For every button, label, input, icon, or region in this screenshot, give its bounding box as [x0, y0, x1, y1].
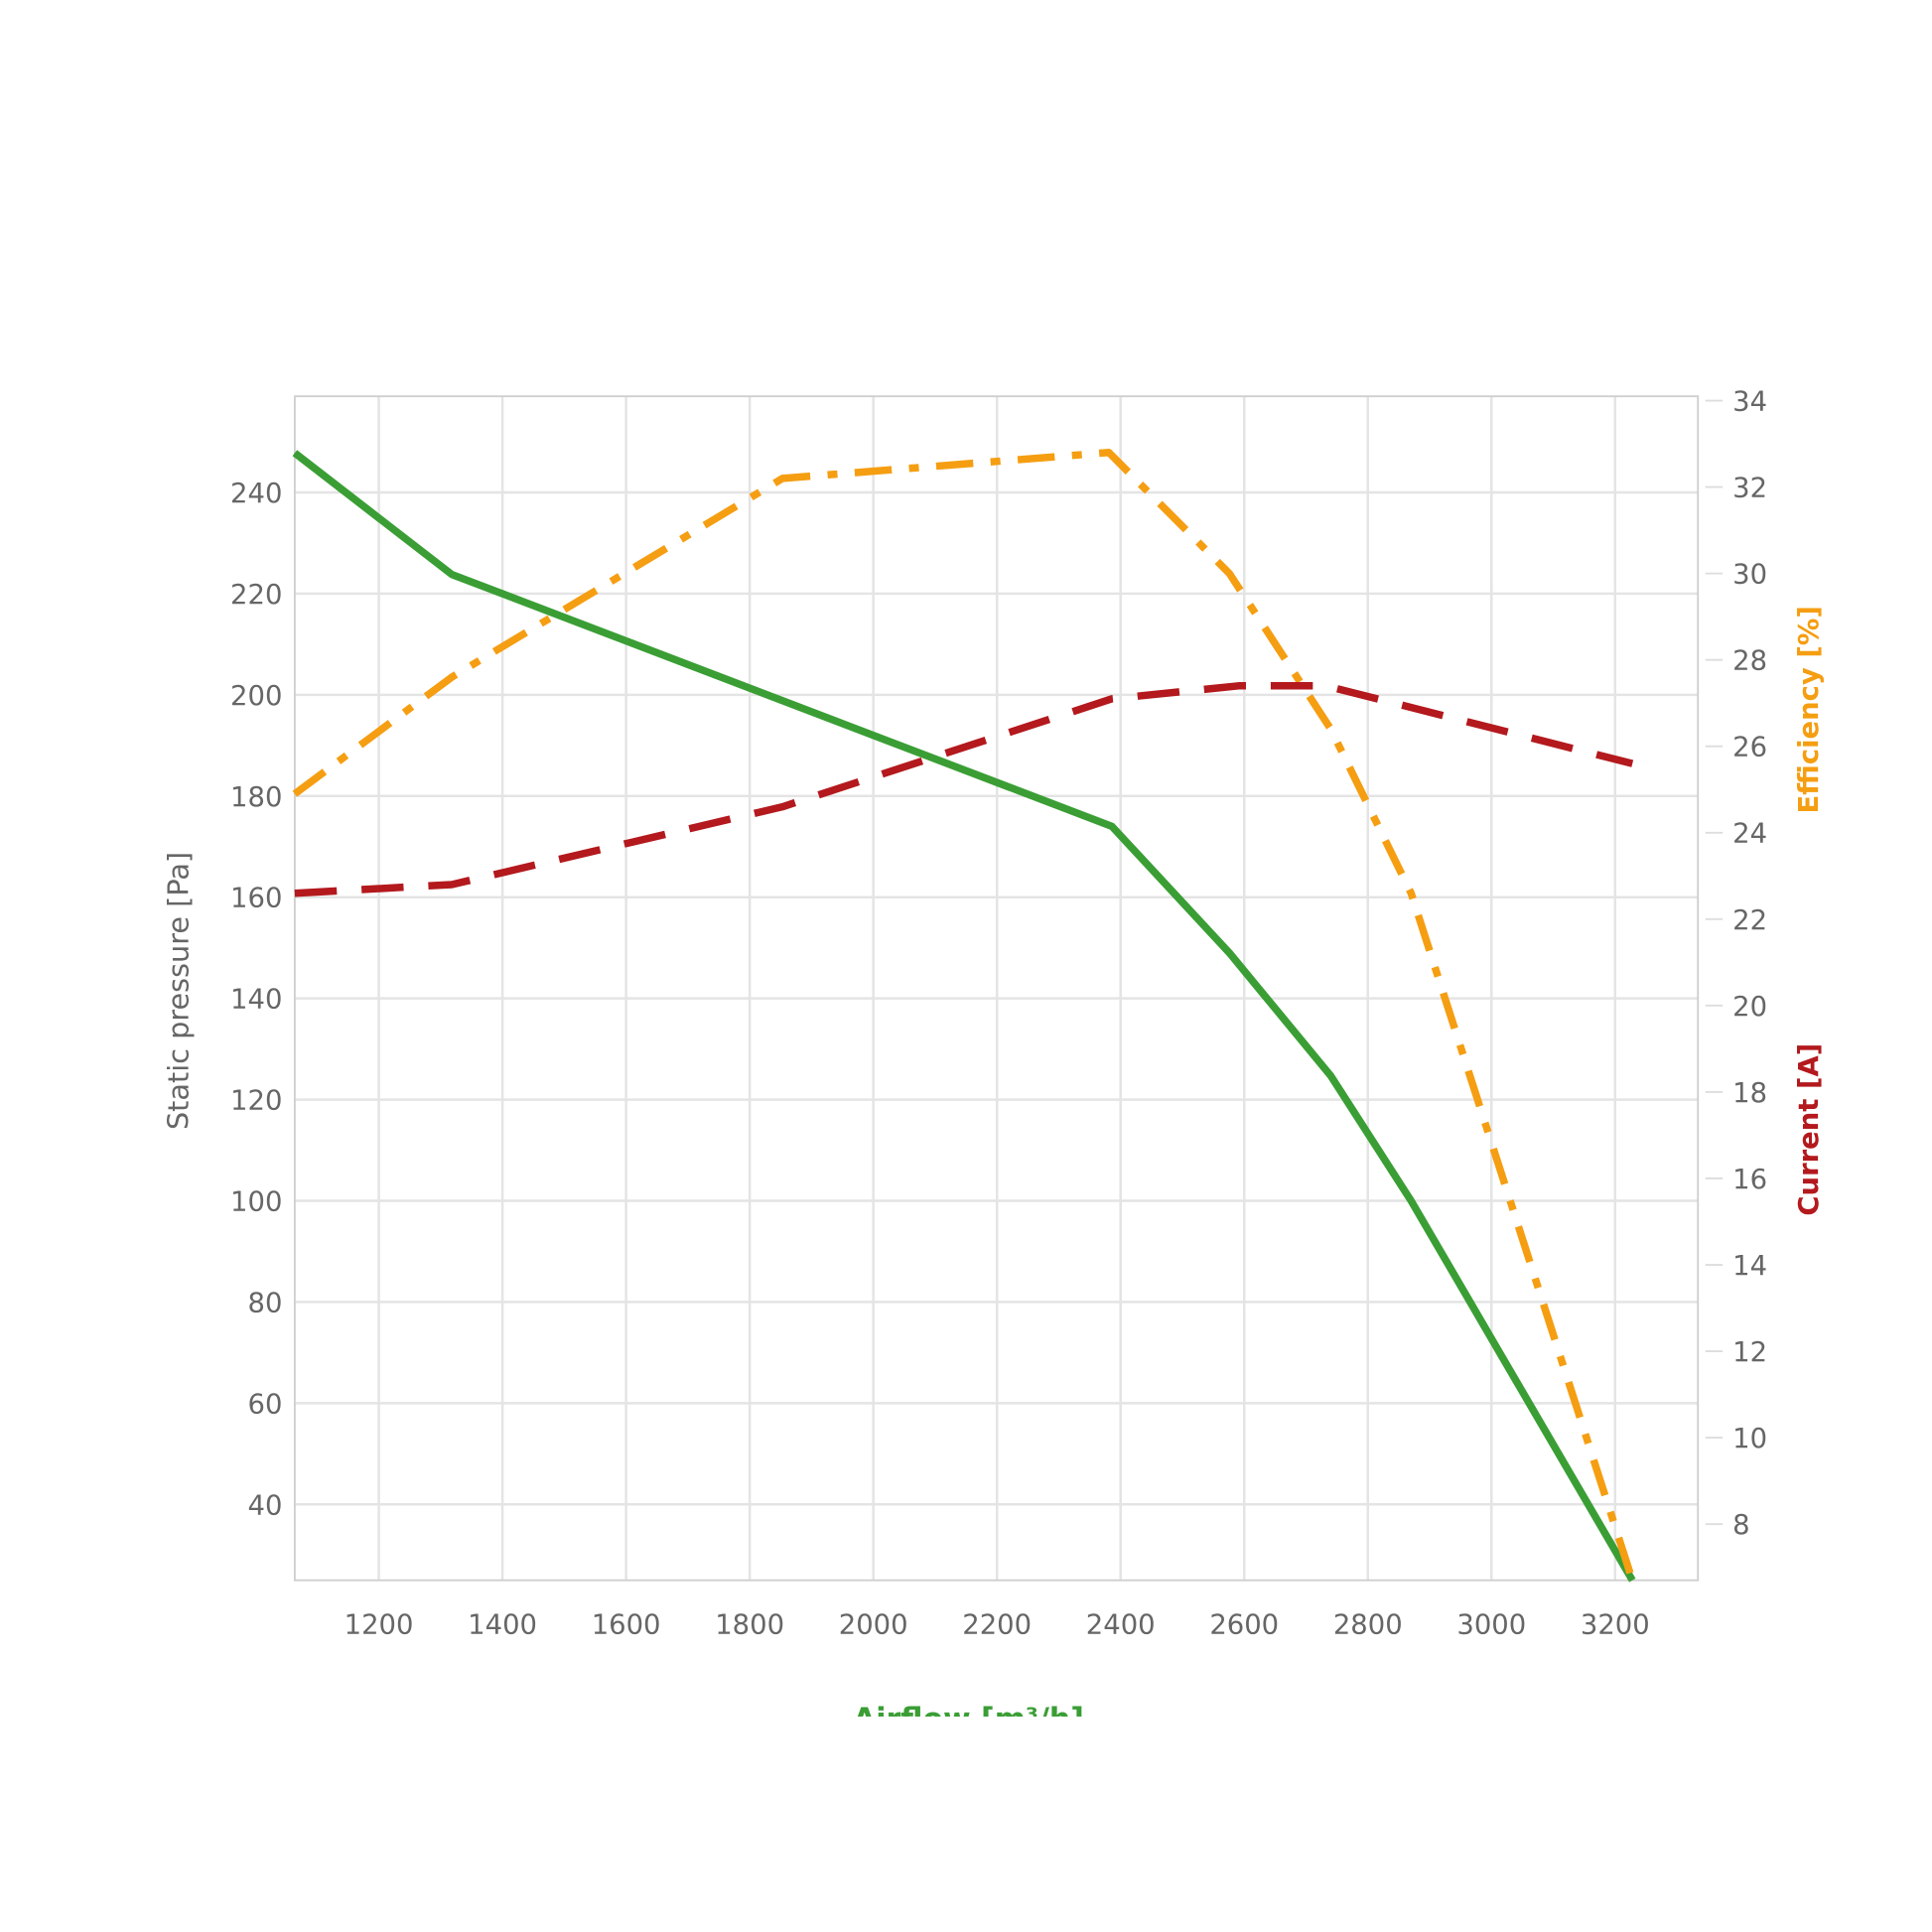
x-tick-label: 3200 — [1581, 1609, 1650, 1640]
y-tick-label-left: 60 — [247, 1389, 282, 1420]
y-axis-title-left: Static pressure [Pa] — [162, 852, 196, 1130]
y-tick-label-left: 120 — [230, 1086, 282, 1117]
y-tick-label-left: 100 — [230, 1186, 282, 1217]
y-tick-label-left: 160 — [230, 884, 282, 914]
y-tick-label-left: 220 — [230, 580, 282, 611]
y-axis-title-current: Current [A] — [1794, 1043, 1825, 1216]
y-axis-title-efficiency: Efficiency [%] — [1794, 606, 1825, 813]
x-axis-title: Airflow [m³/h] — [853, 1702, 1084, 1736]
x-tick-label: 2800 — [1333, 1609, 1403, 1640]
x-tick-label: 1600 — [592, 1609, 661, 1640]
y-tick-label-right: 18 — [1732, 1078, 1767, 1109]
y-tick-label-left: 180 — [230, 782, 282, 813]
y-tick-label-right: 10 — [1732, 1424, 1767, 1454]
y-tick-label-right: 16 — [1732, 1165, 1767, 1195]
x-tick-label: 1400 — [468, 1609, 537, 1640]
y-tick-label-left: 80 — [247, 1288, 282, 1318]
x-tick-label: 3000 — [1456, 1609, 1526, 1640]
y-tick-label-right: 32 — [1732, 474, 1767, 504]
y-tick-label-right: 34 — [1732, 387, 1767, 418]
grid — [294, 396, 1699, 1581]
y-tick-label-left: 200 — [230, 681, 282, 712]
y-tick-label-right: 26 — [1732, 733, 1767, 763]
y-tick-label-left: 240 — [230, 479, 282, 509]
y-tick-label-left: 140 — [230, 985, 282, 1016]
x-tick-label: 2000 — [839, 1609, 908, 1640]
x-tick-label: 2200 — [962, 1609, 1032, 1640]
ticks: 1200 1400 1600 1800 2000 2200 2400 2600 2800 3000… — [230, 387, 1767, 1641]
y-tick-label-left: 40 — [247, 1490, 282, 1521]
x-tick-label: 2400 — [1086, 1609, 1156, 1640]
series-line-efficiency — [292, 449, 1636, 1582]
y-tick-label-right: 22 — [1732, 905, 1767, 936]
y-tick-label-right: 24 — [1732, 819, 1767, 850]
plot-frame — [293, 395, 1700, 1582]
y-tick-label-right: 8 — [1732, 1510, 1749, 1541]
x-tick-label: 1200 — [345, 1609, 414, 1640]
series-line-pressure — [292, 450, 1636, 1583]
x-tick-label: 2600 — [1209, 1609, 1279, 1640]
series-layer — [292, 449, 1636, 1583]
y-tick-label-right: 30 — [1732, 560, 1767, 591]
series-line-current — [294, 682, 1634, 897]
y-tick-label-right: 14 — [1732, 1251, 1767, 1282]
y-tick-label-right: 12 — [1732, 1337, 1767, 1368]
y-tick-label-right: 20 — [1732, 992, 1767, 1023]
y-tick-label-right: 28 — [1732, 646, 1767, 677]
x-tick-label: 1800 — [715, 1609, 784, 1640]
